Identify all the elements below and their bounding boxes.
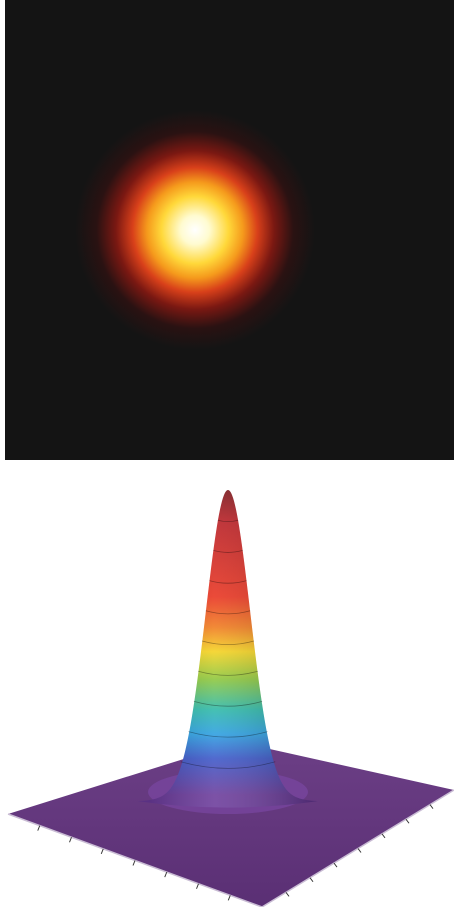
beam-spot [5, 0, 454, 460]
tick-mark [310, 878, 313, 882]
tick-mark [228, 895, 230, 900]
tick-mark [358, 849, 361, 853]
tick-mark [133, 861, 135, 866]
tick-mark [286, 892, 289, 896]
tick-mark [430, 805, 433, 809]
page: (() => { const NS = 'http://www.w3.org/2… [0, 0, 454, 907]
tick-mark [38, 826, 40, 831]
tick-mark [101, 849, 103, 854]
figure [0, 0, 454, 907]
tick-mark [165, 872, 167, 877]
tick-mark [70, 837, 72, 842]
tick-mark [334, 863, 337, 867]
tick-mark [197, 884, 199, 889]
tick-mark [406, 819, 409, 823]
tick-mark [382, 834, 385, 838]
